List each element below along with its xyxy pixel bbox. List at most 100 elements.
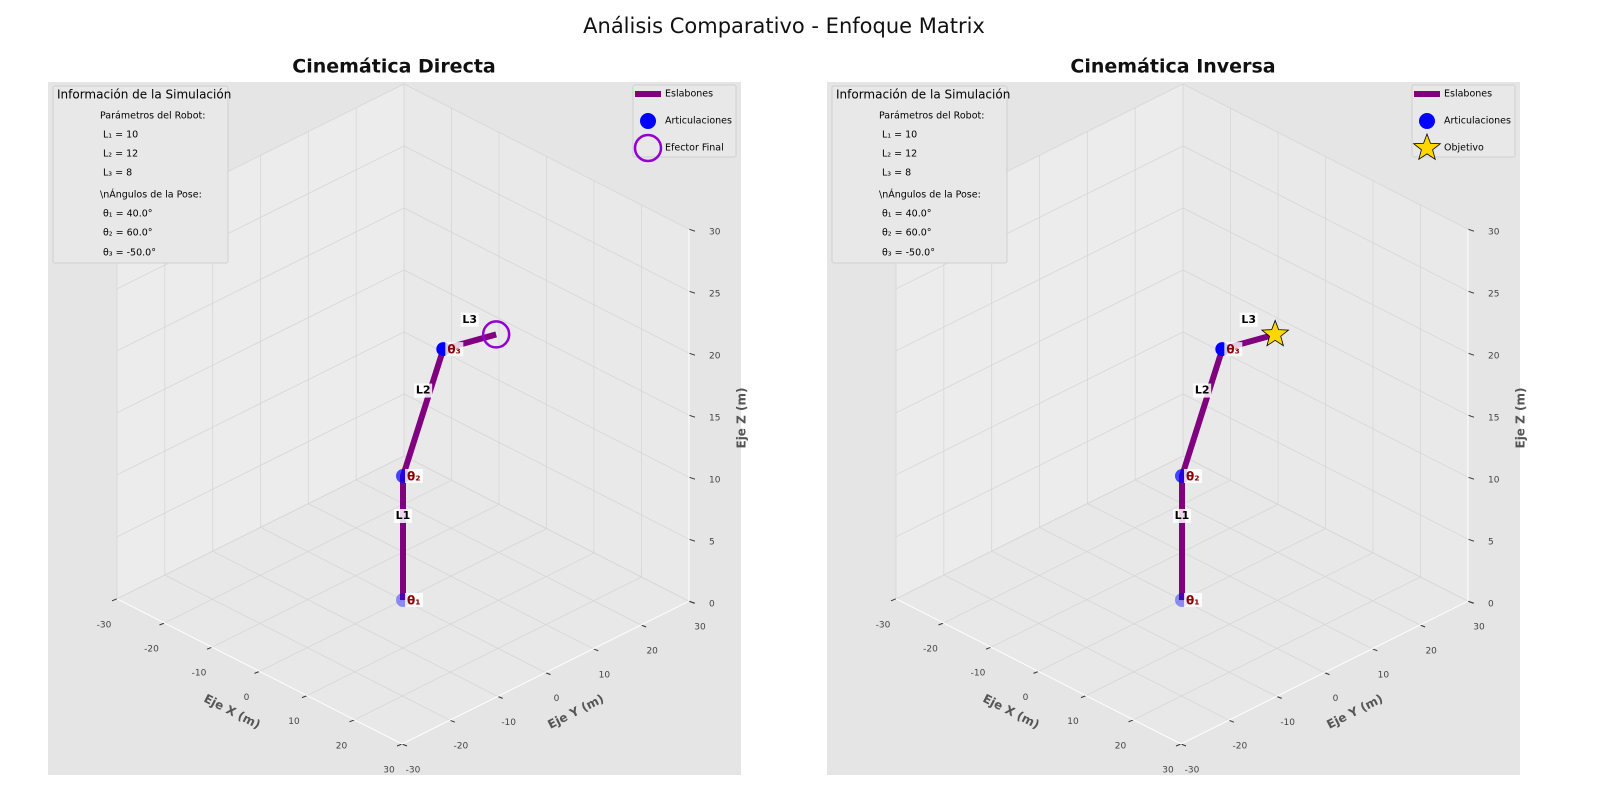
- legend-label: Eslabones: [665, 89, 713, 100]
- x-tick-label: 0: [244, 693, 250, 703]
- y-tick-label: 0: [1333, 694, 1339, 704]
- z-tick-label: 15: [709, 414, 720, 424]
- tick-mark: [1467, 352, 1475, 356]
- x-tick-label: -10: [192, 669, 207, 679]
- tick-mark: [449, 719, 456, 723]
- tick-mark: [938, 622, 944, 626]
- link-label: L1: [396, 509, 411, 522]
- subplot: Cinemática Directa -30 -20 -10 0 10 20 30 -30 -20…: [48, 56, 749, 776]
- y-tick-label: 20: [646, 647, 658, 657]
- link-label: L2: [1195, 384, 1210, 397]
- label-box: [405, 593, 423, 607]
- label-box: [1239, 312, 1258, 327]
- axis-line: [1180, 600, 1469, 745]
- tick-mark: [349, 719, 355, 723]
- link-line: [1179, 331, 1276, 600]
- joint-label: θ₃: [447, 343, 461, 357]
- tick-mark: [1467, 414, 1475, 418]
- subplot-title: Cinemática Inversa: [1070, 56, 1275, 78]
- tick-mark: [688, 476, 696, 480]
- x-tick-label: 10: [1067, 717, 1079, 727]
- joint-label: θ₁: [1186, 594, 1200, 608]
- z-tick-label: 25: [1488, 290, 1499, 300]
- y-tick-label: 10: [1378, 670, 1390, 680]
- z-tick-label: 20: [709, 352, 721, 362]
- grid-line: [895, 145, 1184, 290]
- grid-line: [212, 550, 498, 697]
- tick-mark: [497, 695, 503, 699]
- tick-mark: [1467, 600, 1475, 604]
- subplot: Cinemática Inversa -30 -20 -10 0 10 20 30 -30 -20…: [827, 56, 1528, 776]
- info-box: [831, 85, 1008, 264]
- grid-line: [403, 331, 690, 478]
- link-label: L2: [416, 384, 431, 397]
- tick-mark: [593, 648, 599, 652]
- tick-mark: [1080, 695, 1087, 699]
- label-box: [414, 383, 433, 398]
- grid-line: [895, 207, 1184, 352]
- link-label: L3: [462, 313, 477, 326]
- x-tick-label: -30: [97, 620, 112, 630]
- legend-swatch: [640, 113, 656, 129]
- x-tick-label: 20: [1115, 741, 1127, 751]
- tick-mark: [688, 290, 696, 294]
- info-box: [52, 85, 229, 264]
- z-tick-label: 30: [1488, 228, 1500, 238]
- z-tick-label: 0: [709, 600, 715, 610]
- x-tick-label: -20: [144, 645, 159, 655]
- info-line: \nÁngulos de la Pose:: [100, 189, 202, 201]
- x-tick-label: 30: [383, 766, 395, 776]
- x-tick-label: 20: [336, 741, 348, 751]
- grid-line: [1182, 83, 1469, 230]
- tick-mark: [1467, 228, 1475, 232]
- tick-mark: [1419, 624, 1426, 628]
- link-line: [400, 331, 497, 600]
- info-line: Parámetros del Robot:: [100, 111, 205, 122]
- legend-label: Eslabones: [1444, 89, 1492, 100]
- tick-mark: [301, 695, 308, 699]
- tick-mark: [1324, 672, 1330, 676]
- tick-mark: [1228, 719, 1235, 723]
- grid-line: [943, 574, 1230, 721]
- label-box: [1173, 509, 1191, 523]
- label-box: [1224, 342, 1243, 357]
- tick-mark: [688, 600, 696, 604]
- label-box: [1184, 469, 1202, 483]
- y-tick-label: -30: [1185, 766, 1200, 776]
- info-line: L₁ = 10: [103, 130, 138, 141]
- grid-line: [403, 207, 690, 354]
- joint-label: θ₃: [1226, 343, 1240, 357]
- joint-label: θ₁: [407, 594, 421, 608]
- grid-line: [895, 393, 1184, 538]
- joint-label: θ₂: [407, 470, 421, 484]
- legend-label: Articulaciones: [665, 116, 732, 127]
- z-tick-label: 5: [1488, 538, 1494, 548]
- grid-line: [1182, 269, 1469, 416]
- x-tick-label: -10: [971, 669, 986, 679]
- label-box: [460, 312, 479, 327]
- label-box: [1184, 593, 1202, 607]
- info-line: θ₃ = -50.0°: [882, 248, 935, 259]
- tick-mark: [890, 598, 897, 602]
- y-tick-label: -10: [1280, 718, 1295, 728]
- tick-mark: [206, 646, 213, 650]
- tick-mark: [1467, 290, 1475, 294]
- grid-line: [1182, 145, 1469, 292]
- tick-mark: [1467, 476, 1475, 480]
- label-box: [405, 469, 423, 483]
- info-line: θ₃ = -50.0°: [103, 248, 156, 259]
- subplot-title: Cinemática Directa: [292, 56, 496, 78]
- tick-mark: [111, 598, 118, 602]
- y-tick-label: -30: [406, 766, 421, 776]
- info-line: L₂ = 12: [882, 149, 917, 160]
- label-box: [1193, 383, 1212, 398]
- grid-line: [1182, 455, 1469, 602]
- y-tick-label: 30: [694, 623, 706, 633]
- tick-mark: [688, 228, 696, 232]
- end-marker: [1260, 319, 1290, 347]
- grid-line: [1087, 503, 1373, 650]
- info-line: L₃ = 8: [103, 168, 132, 179]
- z-tick-label: 10: [709, 476, 721, 486]
- end-marker: [481, 320, 511, 349]
